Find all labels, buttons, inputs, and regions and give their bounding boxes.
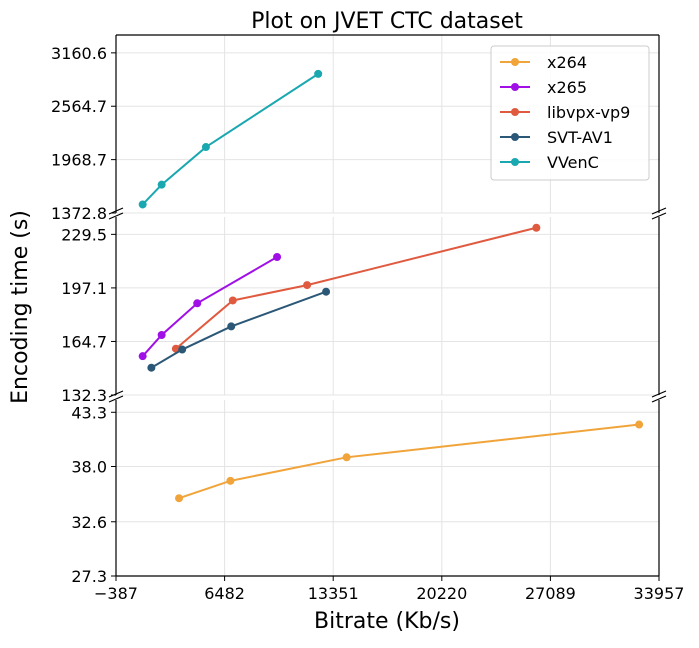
data-point-x265: [138, 352, 147, 361]
y-tick-label: 1968.7: [51, 151, 107, 170]
x-tick-label: 20220: [416, 584, 467, 603]
legend-label-x264: x264: [547, 53, 587, 72]
data-point-libvpx-vp9: [171, 344, 180, 353]
axis-break-mark: [651, 207, 667, 215]
plot-area: 1372.8 1968.7 2564.7 3160.6 132.3 164.7 197.1 2…: [51, 34, 685, 603]
legend-marker-libvpx-vp9: [511, 108, 519, 116]
data-point-libvpx-vp9: [532, 223, 541, 232]
legend-box: [490, 45, 650, 181]
data-point-x264: [226, 476, 235, 485]
x-tick-label: −387: [94, 584, 138, 603]
data-point-SVT-AV1: [322, 287, 331, 296]
axis-break-mark: [651, 212, 667, 220]
series-line-libvpx-vp9: [175, 226, 537, 350]
legend-label-SVT-AV1: SVT-AV1: [547, 128, 613, 147]
data-point-VVenC: [201, 143, 210, 152]
y-tick-label: 197.1: [61, 279, 107, 298]
y-tick-label: 229.5: [61, 225, 107, 244]
legend-marker-x265: [511, 83, 519, 91]
data-point-x264: [175, 494, 184, 503]
y-tick-label: 27.3: [71, 567, 107, 586]
series-line-VVenC: [141, 73, 319, 206]
data-point-SVT-AV1: [147, 363, 156, 372]
data-point-SVT-AV1: [178, 345, 187, 354]
data-point-x265: [273, 252, 282, 261]
legend-marker-SVT-AV1: [511, 133, 519, 141]
data-point-VVenC: [138, 200, 147, 209]
y-tick-label: 2564.7: [51, 97, 107, 116]
y-tick-label: 32.6: [71, 513, 107, 532]
data-point-VVenC: [157, 180, 166, 189]
series-line-SVT-AV1: [150, 290, 327, 369]
legend: x264 x265 libvpx-vp9 SVT-AV1 VVenC: [490, 45, 650, 181]
series-line-x264: [178, 423, 640, 500]
series-line-x265: [141, 256, 278, 357]
axis-break-mark: [108, 390, 124, 398]
axis-break-mark: [108, 207, 124, 215]
data-point-x264: [342, 453, 351, 462]
legend-label-VVenC: VVenC: [547, 153, 599, 172]
data-point-libvpx-vp9: [303, 281, 312, 290]
x-tick-label: 6482: [204, 584, 245, 603]
legend-marker-VVenC: [511, 158, 519, 166]
axis-break-mark: [108, 395, 124, 403]
axis-break-mark: [108, 212, 124, 220]
y-axis-label: Encoding time (s): [8, 210, 33, 404]
x-tick-label: 33957: [634, 584, 685, 603]
y-tick-label: 43.3: [71, 403, 107, 422]
legend-label-x265: x265: [547, 78, 587, 97]
data-point-x264: [635, 420, 644, 429]
data-point-VVenC: [314, 69, 323, 78]
data-point-x265: [157, 331, 166, 340]
legend-marker-x264: [511, 58, 519, 66]
data-point-x265: [193, 299, 202, 308]
axis-break-mark: [651, 395, 667, 403]
x-tick-label: 13351: [308, 584, 359, 603]
y-tick-label: 3160.6: [51, 44, 107, 63]
data-point-libvpx-vp9: [228, 296, 237, 305]
chart-title: Plot on JVET CTC dataset: [251, 9, 523, 34]
y-tick-label: 164.7: [61, 332, 107, 351]
legend-label-libvpx-vp9: libvpx-vp9: [547, 103, 630, 122]
x-tick-label: 27089: [525, 584, 576, 603]
data-point-SVT-AV1: [227, 322, 236, 331]
y-tick-label: 132.3: [61, 386, 107, 405]
y-tick-label: 38.0: [71, 458, 107, 477]
x-axis-label: Bitrate (Kb/s): [314, 609, 460, 634]
y-tick-label: 1372.8: [51, 204, 107, 223]
axis-break-mark: [651, 390, 667, 398]
